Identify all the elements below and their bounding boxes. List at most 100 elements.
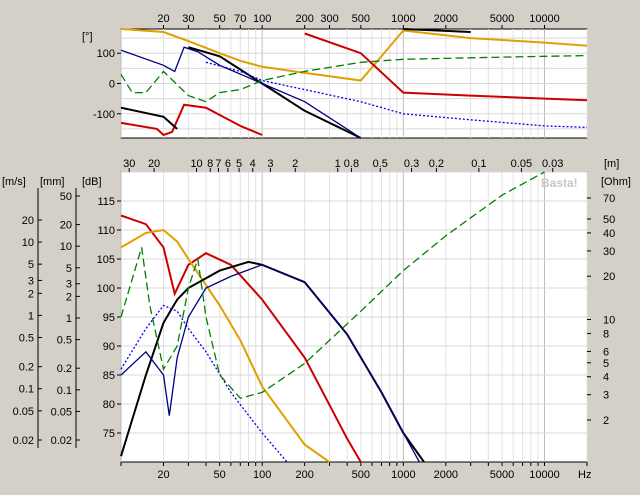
spl-ohm-unit: [Ohm]: [601, 176, 631, 188]
phase-x-tick-label: 500: [352, 13, 370, 25]
spl-mm-tick-label: 20: [60, 220, 72, 232]
spl-ms-tick-label: 1: [28, 310, 34, 322]
spl-top-tick-label: 0.2: [429, 158, 444, 170]
phase-x-tick-label: 200: [295, 13, 313, 25]
spl-x-tick-label: 10000: [529, 469, 560, 481]
spl-mm-tick-label: 0.05: [51, 406, 72, 418]
spl-mm-tick-label: 1: [66, 313, 72, 325]
spl-db-tick-label: 110: [97, 225, 115, 237]
phase-series-red: [120, 32, 588, 137]
spl-ohm-tick-label: 40: [603, 228, 615, 240]
spl-top-tick-label: 1: [335, 158, 341, 170]
spl-top-tick-label: 0.3: [404, 158, 419, 170]
spl-mm-tick-label: 50: [60, 191, 72, 203]
spl-series-orange: [120, 228, 331, 463]
phase-series-blue-solid: [120, 46, 362, 139]
phase-y-tick-label: 0: [109, 79, 115, 91]
spl-ms-tick-label: 0.1: [19, 384, 34, 396]
spl-top-tick-label: 7: [215, 158, 221, 170]
spl-db-tick-label: 100: [97, 283, 115, 295]
spl-ms-tick-label: 0.02: [13, 435, 34, 447]
spl-series-blue-dotted: [120, 304, 288, 463]
spl-mm-tick-label: 0.1: [57, 385, 72, 397]
spl-ohm-tick-label: 4: [603, 372, 609, 384]
spl-top-tick-label: 8: [207, 158, 213, 170]
phase-y-tick-label: -100: [93, 109, 115, 121]
phase-x-tick-label: 1000: [391, 13, 415, 25]
spl-top-tick-label: 5: [236, 158, 242, 170]
spl-top-tick-label: 3: [267, 158, 273, 170]
spl-ohm-tick-label: 70: [603, 193, 615, 205]
phase-x-tick-label: 100: [253, 13, 271, 25]
spl-ohm-tick-label: 2: [603, 415, 609, 427]
spl-top-tick-label: 2: [292, 158, 298, 170]
spl-top-unit: [m]: [604, 158, 619, 170]
spl-x-tick-label: 100: [253, 469, 271, 481]
spl-top-tick-label: 0.1: [471, 158, 486, 170]
spl-ohm-tick-label: 10: [603, 315, 615, 327]
spl-mm-tick-label: 0.02: [51, 435, 72, 447]
spl-top-tick-label: 20: [148, 158, 160, 170]
phase-series-green-dashed: [120, 54, 588, 103]
phase-x-tick-label: 2000: [434, 13, 458, 25]
spl-mm-unit: [mm]: [40, 176, 64, 188]
phase-x-tick-label: 300: [320, 13, 338, 25]
spl-mm-tick-label: 5: [66, 263, 72, 275]
spl-db-tick-label: 85: [103, 370, 115, 382]
spl-series-blue-solid: [120, 264, 420, 463]
spl-top-tick-label: 10: [190, 158, 202, 170]
spl-top-tick-label: 4: [250, 158, 256, 170]
spl-mm-tick-label: 2: [66, 291, 72, 303]
spl-ohm-tick-label: 5: [603, 358, 609, 370]
spl-db-tick-label: 105: [97, 254, 115, 266]
spl-x-tick-label: 50: [214, 469, 226, 481]
spl-db-tick-label: 95: [103, 312, 115, 324]
phase-x-tick-label: 70: [234, 13, 246, 25]
spl-top-tick-label: 0.03: [542, 158, 563, 170]
spl-mm-tick-label: 3: [66, 279, 72, 291]
spl-db-tick-label: 80: [103, 399, 115, 411]
spl-x-tick-label: 500: [352, 469, 370, 481]
spl-ms-tick-label: 0.05: [13, 406, 34, 418]
watermark: Basta!: [541, 176, 578, 190]
spl-series-red: [120, 214, 362, 463]
phase-x-tick-label: 5000: [490, 13, 514, 25]
spl-x-tick-label: 5000: [490, 469, 514, 481]
spl-ms-tick-label: 20: [22, 215, 34, 227]
spl-ms-tick-label: 10: [22, 237, 34, 249]
spl-db-unit: [dB]: [82, 176, 102, 188]
spl-ms-tick-label: 3: [28, 275, 34, 287]
phase-x-tick-label: 20: [157, 13, 169, 25]
spl-ms-tick-label: 0.2: [19, 362, 34, 374]
spl-top-tick-label: 0.05: [511, 158, 532, 170]
spl-ohm-tick-label: 6: [603, 346, 609, 358]
phase-x-tick-label: 10000: [529, 13, 560, 25]
spl-db-tick-label: 75: [103, 428, 115, 440]
spl-ohm-tick-label: 20: [603, 271, 615, 283]
phase-x-tick-label: 50: [214, 13, 226, 25]
spl-x-tick-label: 200: [295, 469, 313, 481]
spl-ohm-tick-label: 8: [603, 328, 609, 340]
phase-series-orange: [120, 28, 588, 82]
spl-ohm-tick-label: 50: [603, 214, 615, 226]
spl-ms-unit: [m/s]: [2, 176, 26, 188]
spl-ohm-tick-label: 30: [603, 246, 615, 258]
spl-db-tick-label: 90: [103, 341, 115, 353]
phase-y-unit: [°]: [82, 31, 93, 43]
spl-ms-tick-label: 0.5: [19, 332, 34, 344]
spl-ms-tick-label: 2: [28, 288, 34, 300]
spl-x-tick-label: 20: [157, 469, 169, 481]
spl-ohm-tick-label: 3: [603, 390, 609, 402]
spl-x-tick-label: 1000: [391, 469, 415, 481]
phase-x-tick-label: 30: [182, 13, 194, 25]
spl-top-tick-label: 0.5: [373, 158, 388, 170]
spl-top-tick-label: 30: [123, 158, 135, 170]
spl-ms-tick-label: 5: [28, 259, 34, 271]
spl-mm-tick-label: 0.2: [57, 363, 72, 375]
spl-top-tick-label: 0.8: [344, 158, 359, 170]
phase-y-tick-label: 100: [97, 48, 115, 60]
spl-x-unit: Hz: [578, 469, 591, 481]
spl-mm-tick-label: 10: [60, 241, 72, 253]
